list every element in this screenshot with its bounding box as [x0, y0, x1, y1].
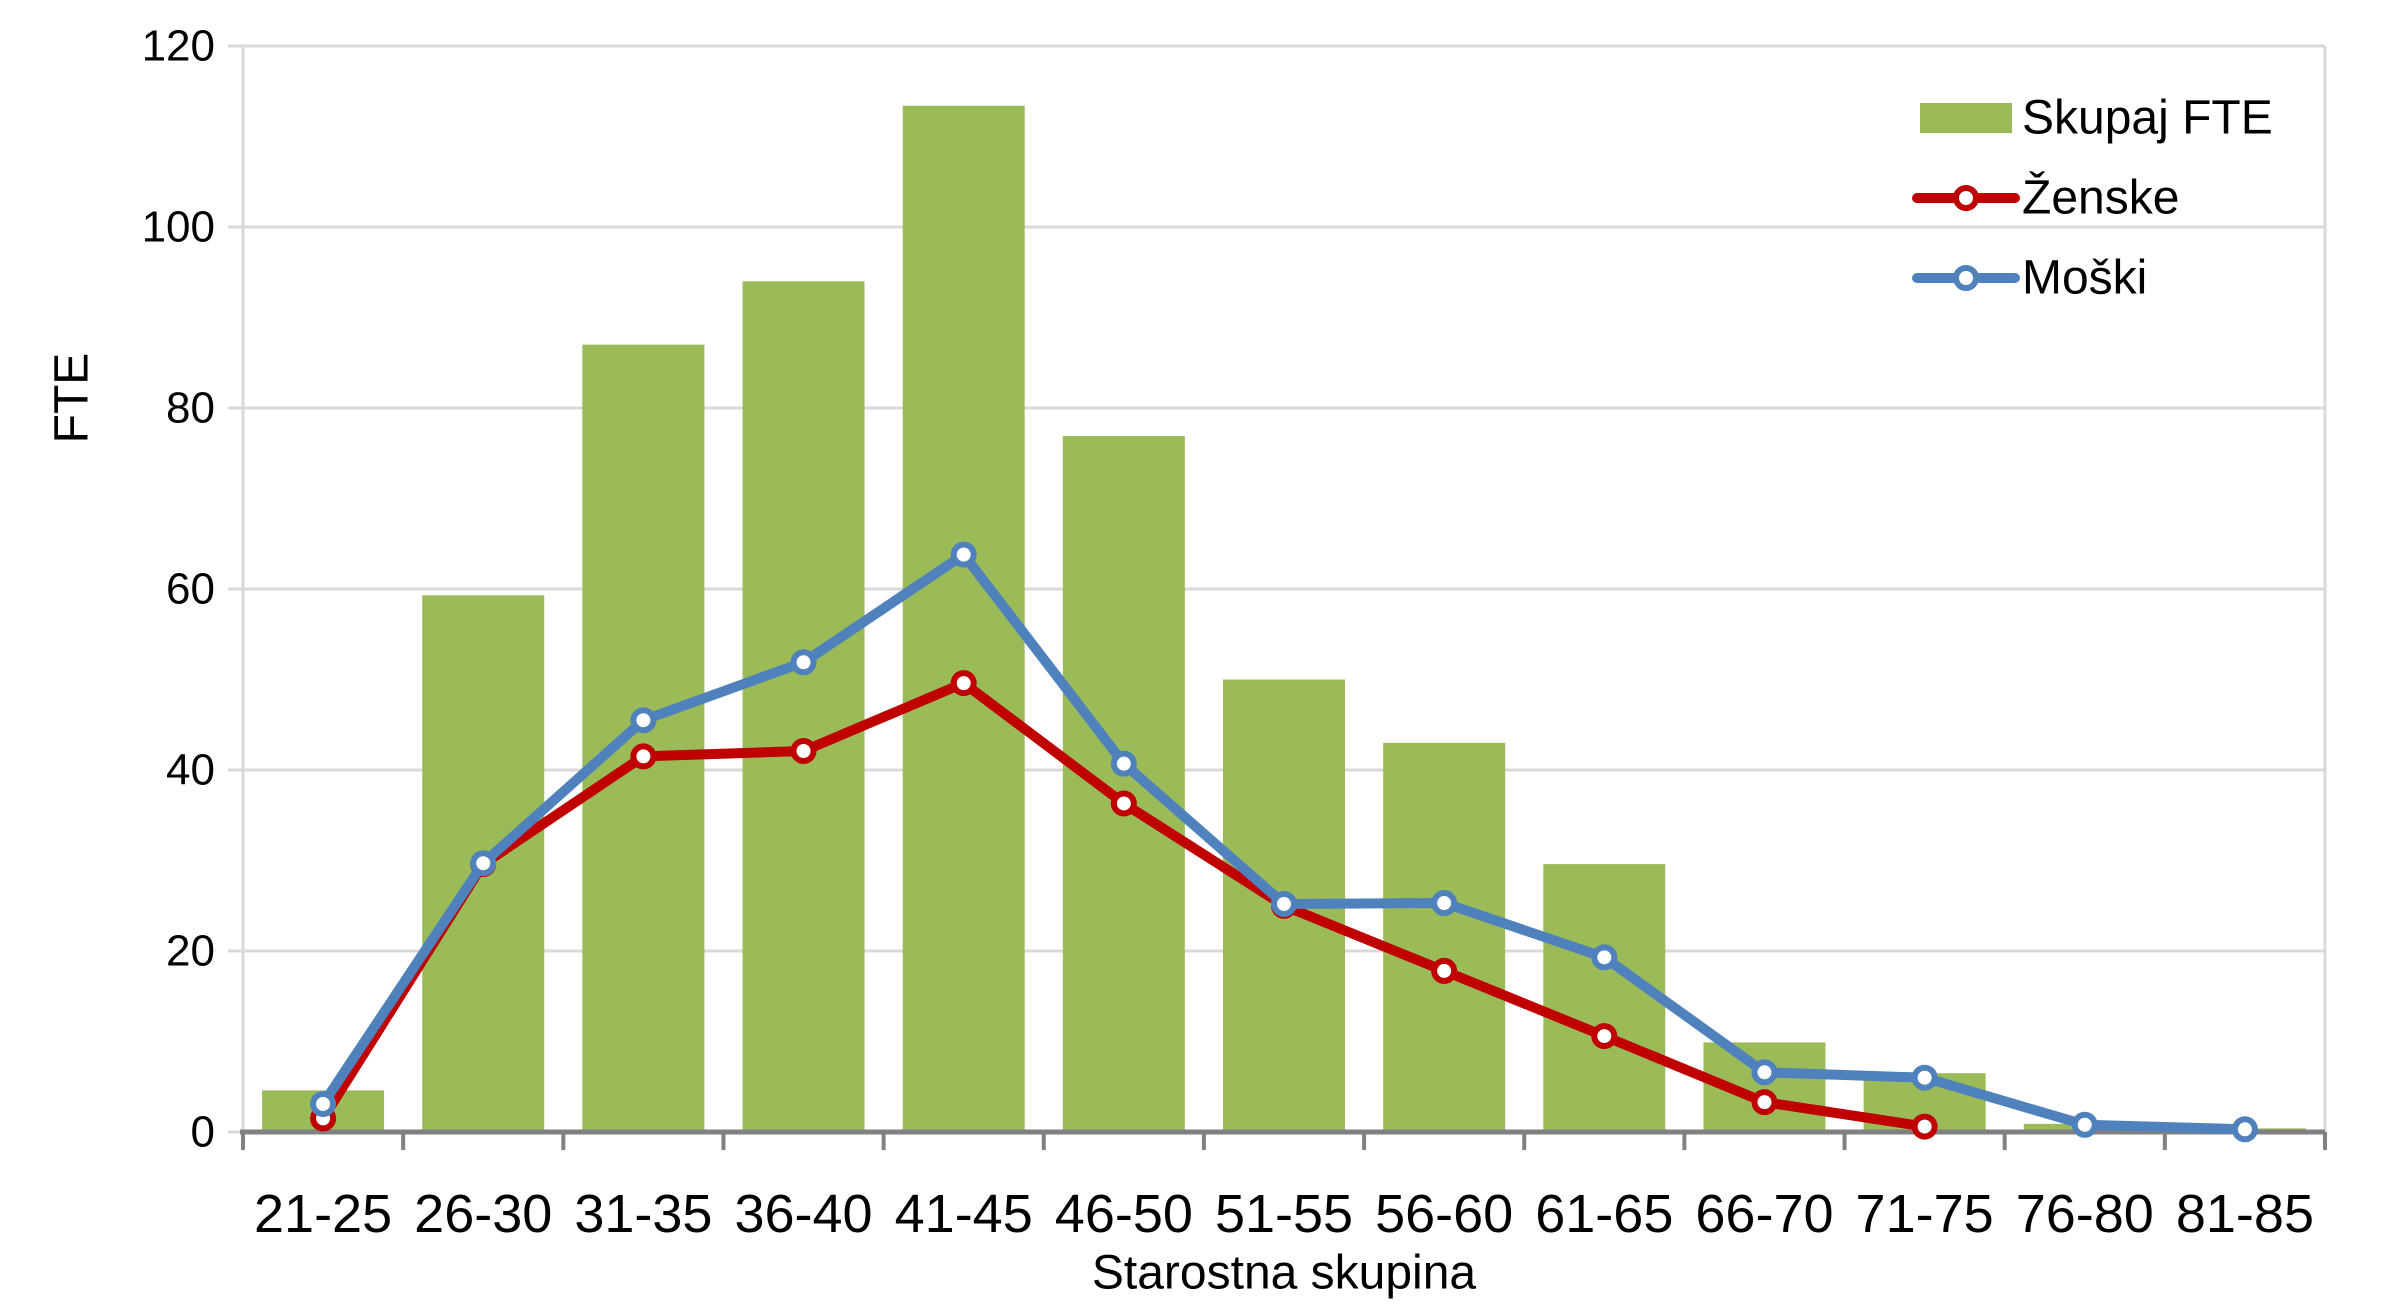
marker-Moški [1431, 890, 1458, 917]
marker-Ženske [1591, 1023, 1618, 1050]
marker-Ženske [1911, 1113, 1938, 1140]
marker-Ženske [1751, 1089, 1778, 1116]
marker-Moški [790, 649, 817, 676]
bar-56-60 [1383, 742, 1506, 1132]
y-tick-label: 100 [142, 203, 215, 252]
marker-Moški [2231, 1116, 2258, 1143]
legend-item-Skupaj FTE: Skupaj FTE [1920, 92, 2273, 145]
marker-Moški [1591, 944, 1618, 971]
y-tick-label: 20 [166, 927, 215, 976]
y-tick-label: 60 [166, 565, 215, 614]
bar-36-40 [742, 281, 865, 1132]
x-tick-label: 21-25 [254, 1184, 392, 1244]
marker-Moški [2071, 1111, 2098, 1138]
marker-Ženske [1110, 790, 1137, 817]
y-tick-label: 0 [191, 1108, 215, 1157]
x-tick-label: 51-55 [1215, 1184, 1353, 1244]
marker-Moški [1271, 890, 1297, 917]
x-tick-label: 26-30 [414, 1184, 552, 1244]
marker-Moški [1911, 1064, 1938, 1091]
legend-item-Moški: Moški [1912, 252, 2147, 305]
y-tick-label: 120 [142, 22, 215, 71]
marker-Ženske [950, 670, 977, 697]
bar-46-50 [1062, 436, 1185, 1132]
legend-item-Ženske: Ženske [1912, 172, 2179, 225]
marker-Moški [1110, 750, 1137, 777]
legend-swatch-marker [1953, 265, 1979, 291]
x-tick-label: 56-60 [1375, 1184, 1513, 1244]
x-tick-label: 66-70 [1695, 1184, 1833, 1244]
y-tick-label: 80 [166, 384, 215, 433]
marker-Moški [470, 850, 497, 877]
legend-label: Ženske [2022, 172, 2179, 225]
legend-label: Moški [2022, 252, 2147, 305]
bar-31-35 [582, 344, 705, 1132]
x-tick-label: 46-50 [1055, 1184, 1193, 1244]
marker-Moški [1751, 1059, 1778, 1086]
x-tick-label: 31-35 [574, 1184, 712, 1244]
marker-Ženske [1431, 957, 1458, 984]
legend-swatch-marker [1953, 185, 1979, 211]
bar-41-45 [902, 105, 1025, 1133]
x-tick-label: 36-40 [734, 1184, 872, 1244]
legend-label: Skupaj FTE [2022, 92, 2273, 145]
x-tick-label: 61-65 [1535, 1184, 1673, 1244]
y-tick-label: 40 [166, 746, 215, 795]
x-tick-label: 41-45 [895, 1184, 1033, 1244]
x-tick-label: 71-75 [1856, 1184, 1994, 1244]
x-tick-label: 81-85 [2176, 1184, 2314, 1244]
x-tick-label: 76-80 [2016, 1184, 2154, 1244]
marker-Ženske [790, 737, 817, 764]
legend-swatch-bar [1920, 103, 2012, 133]
marker-Moški [310, 1090, 337, 1117]
legend: Skupaj FTE Ženske Moški [1912, 92, 2273, 305]
bar-61-65 [1543, 864, 1666, 1132]
marker-Moški [950, 541, 977, 568]
y-axis-title: FTE [46, 353, 99, 444]
x-axis-title: Starostna skupina [1092, 1247, 1477, 1300]
marker-Moški [630, 707, 657, 734]
marker-Ženske [630, 743, 657, 770]
